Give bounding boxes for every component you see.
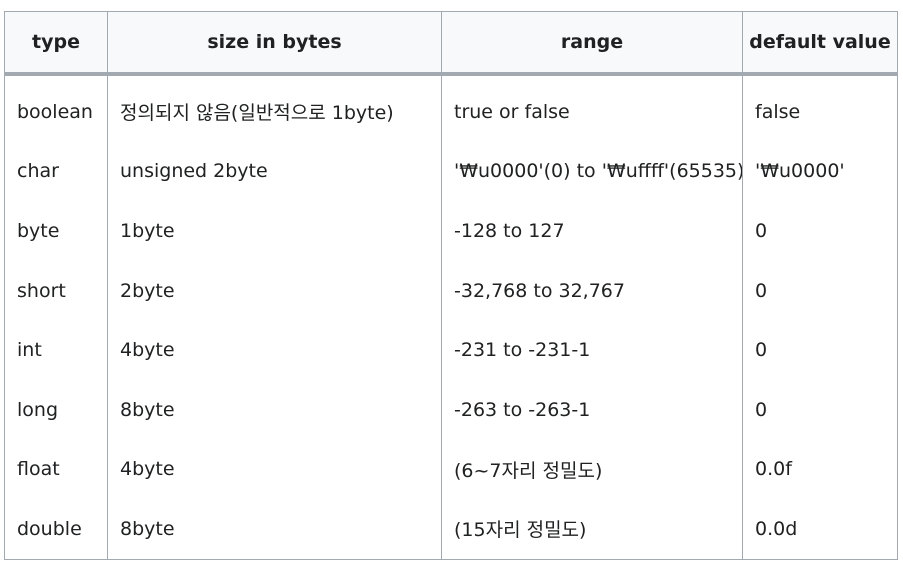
cell-type: int [4, 320, 108, 380]
table-row: boolean 정의되지 않음(일반적으로 1byte) true or fal… [4, 74, 898, 142]
cell-range: (15자리 정밀도) [441, 499, 743, 560]
table-row: char unsigned 2byte '₩u0000'(0) to '₩uff… [4, 141, 898, 202]
cell-range: (6~7자리 정밀도) [441, 439, 743, 500]
cell-default: 0 [742, 320, 898, 380]
cell-type: float [4, 439, 108, 500]
cell-range: true or false [441, 74, 743, 142]
cell-type: byte [4, 201, 108, 261]
cell-default: '₩u0000' [742, 141, 898, 202]
cell-range: -32,768 to 32,767 [441, 260, 743, 321]
cell-range: -128 to 127 [441, 201, 743, 261]
header-range: range [441, 11, 743, 76]
cell-type: long [4, 379, 108, 440]
table-row: int 4byte -231 to -231-1 0 [4, 320, 898, 380]
cell-type: char [4, 141, 108, 202]
cell-type: boolean [4, 74, 108, 142]
cell-type: short [4, 260, 108, 321]
cell-size: 8byte [107, 499, 442, 560]
cell-range: -231 to -231-1 [441, 320, 743, 380]
header-size: size in bytes [107, 11, 442, 76]
data-types-table-container: type size in bytes range default value b… [4, 11, 898, 560]
cell-default: 0 [742, 260, 898, 321]
cell-range: '₩u0000'(0) to '₩uffff'(65535) [441, 141, 743, 202]
header-type: type [4, 11, 108, 76]
data-types-table: type size in bytes range default value b… [4, 11, 898, 560]
cell-default: false [742, 74, 898, 142]
table-header: type size in bytes range default value [4, 11, 898, 76]
cell-size: 4byte [107, 439, 442, 500]
table-row: byte 1byte -128 to 127 0 [4, 201, 898, 261]
table-row: long 8byte -263 to -263-1 0 [4, 379, 898, 440]
cell-size: 1byte [107, 201, 442, 261]
cell-size: 8byte [107, 379, 442, 440]
header-default-value: default value [742, 11, 898, 76]
table-row: double 8byte (15자리 정밀도) 0.0d [4, 499, 898, 560]
cell-default: 0 [742, 379, 898, 440]
cell-default: 0 [742, 201, 898, 261]
cell-size: 2byte [107, 260, 442, 321]
header-row: type size in bytes range default value [4, 11, 898, 76]
cell-range: -263 to -263-1 [441, 379, 743, 440]
cell-size: unsigned 2byte [107, 141, 442, 202]
table-row: short 2byte -32,768 to 32,767 0 [4, 260, 898, 321]
cell-default: 0.0f [742, 439, 898, 500]
cell-type: double [4, 499, 108, 560]
cell-default: 0.0d [742, 499, 898, 560]
cell-size: 정의되지 않음(일반적으로 1byte) [107, 74, 442, 142]
cell-size: 4byte [107, 320, 442, 380]
table-body: boolean 정의되지 않음(일반적으로 1byte) true or fal… [4, 74, 898, 560]
table-row: float 4byte (6~7자리 정밀도) 0.0f [4, 439, 898, 500]
